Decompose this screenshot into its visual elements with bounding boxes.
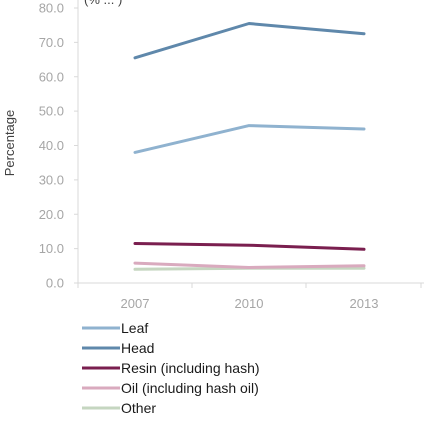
y-tick-label: 80.0 [39,1,64,16]
y-tick-label: 60.0 [39,69,64,84]
x-tick-label: 2007 [121,296,150,311]
legend-item: Oil (including hash oil) [82,380,259,396]
chart-title-clipped: (% ... ) [84,0,122,7]
y-tick-label: 10.0 [39,241,64,256]
series-line-leaf [133,124,366,154]
y-tick-label: 20.0 [39,207,64,222]
legend-item: Leaf [82,320,148,336]
y-tick-label: 30.0 [39,172,64,187]
x-tick-label: 2010 [235,296,264,311]
legend: Leaf Head Resin (including hash) Oil (inclu… [82,320,260,416]
legend-item: Head [82,340,154,356]
legend-item: Other [82,400,156,416]
y-axis-title: Percentage [2,110,17,177]
series-line-head [133,22,366,60]
series-line-resin-including-hash [133,242,366,251]
legend-label: Head [121,340,154,356]
y-tick-label: 0.0 [46,276,64,291]
legend-label: Leaf [121,320,148,336]
y-tick-label: 70.0 [39,35,64,50]
x-axis: 2007 2010 2013 [77,282,424,311]
legend-item: Resin (including hash) [82,360,260,376]
legend-label: Other [121,400,156,416]
y-tick-label: 40.0 [39,138,64,153]
x-tick-label: 2013 [350,296,379,311]
y-axis: 0.0 10.0 20.0 30.0 40.0 50.0 60.0 70.0 80.0 [39,0,79,291]
series-group [133,22,366,271]
legend-label: Oil (including hash oil) [121,380,259,396]
legend-label: Resin (including hash) [121,360,260,376]
y-tick-label: 50.0 [39,104,64,119]
series-line-oil-including-hash-oil [133,261,366,269]
